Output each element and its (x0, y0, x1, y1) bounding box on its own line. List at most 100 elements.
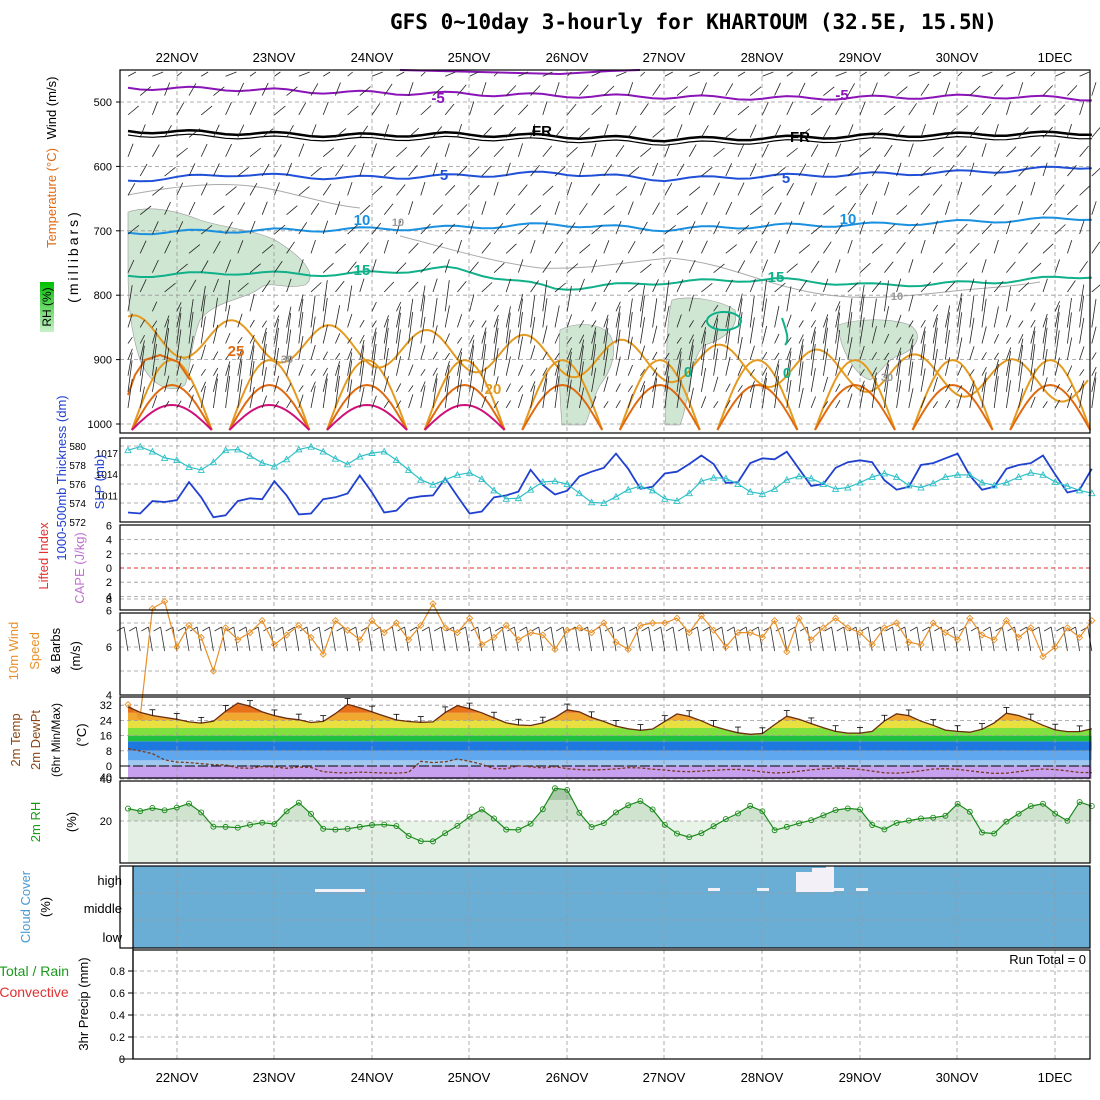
wind-barb (603, 348, 609, 376)
slp-point-marker (990, 481, 998, 489)
wind-barb (420, 181, 426, 196)
wind-barb (469, 339, 475, 360)
wind10m-barb-flag (885, 626, 893, 632)
rh2m-point-marker (735, 810, 741, 817)
wind-barb (383, 315, 389, 328)
rh-ytick-label: 40 (100, 774, 112, 786)
wind-barb (810, 105, 823, 116)
wind-barb (542, 373, 548, 392)
wind-barb (1006, 380, 1011, 408)
date-label-bottom: 1DEC (1038, 1070, 1073, 1085)
wind10m-barb-flag (653, 626, 661, 632)
slp-point-marker (587, 498, 596, 506)
wind10m-point-marker (563, 626, 571, 634)
wind-barb (652, 367, 658, 376)
wind-barb (664, 333, 670, 344)
isotherm-20-hump (423, 358, 506, 431)
wind-barb (383, 83, 393, 96)
wind-barb (493, 262, 505, 273)
rh2m-point-marker (661, 821, 668, 828)
wind-barb (762, 298, 767, 328)
wind-barb (896, 314, 902, 328)
wind-barb (213, 86, 225, 96)
wind-barb (530, 204, 542, 215)
wind-barb (249, 102, 257, 116)
wind-barb (896, 205, 908, 215)
rh2m-point-marker (173, 804, 180, 811)
wind-barb (188, 394, 194, 409)
wind-barb (1042, 349, 1048, 376)
wind-barb (152, 144, 160, 157)
wind-barb (530, 280, 539, 293)
wind-barb (798, 320, 804, 328)
wind-barb (908, 103, 917, 116)
wind-barb (688, 345, 694, 376)
wind-barb (310, 368, 316, 376)
wind-barb (981, 223, 992, 235)
rh2m-point-marker (881, 826, 888, 833)
wind-barb (908, 361, 914, 392)
wind-barb (908, 71, 920, 77)
wind-barb (322, 351, 328, 360)
slp-point-marker (856, 478, 864, 486)
wind10m-barb-flag (202, 626, 210, 632)
temp-color-band (128, 712, 1092, 721)
wind-barb (371, 301, 377, 312)
wind-barb (493, 327, 499, 360)
wind-barb (725, 163, 733, 177)
wind-barb (786, 351, 792, 376)
wind-barb (884, 352, 890, 360)
wind-barb (774, 282, 786, 293)
wind-barb (847, 298, 853, 328)
wind-barb (237, 348, 243, 360)
wind-barb (505, 400, 511, 409)
slp-point-marker (819, 480, 828, 487)
temp-ytick-label: 16 (100, 731, 112, 743)
wind-barb (810, 331, 816, 360)
wind-barb (493, 400, 499, 409)
wind-barb (762, 325, 768, 344)
wind-barb (1091, 284, 1100, 293)
wind10m-point-marker (929, 619, 937, 627)
slp-point-marker (514, 494, 523, 502)
wind-barb (676, 124, 683, 138)
wind-barb (640, 182, 646, 196)
isotherm-30-hump (228, 403, 311, 431)
wind-barb (164, 375, 170, 392)
wind-barb (371, 71, 383, 77)
wind-barb (627, 166, 640, 177)
wind-barb (591, 71, 601, 77)
wind-barb (615, 101, 621, 116)
wind-barb (652, 351, 658, 360)
wind-barb (737, 336, 743, 360)
wind-barb (347, 181, 353, 196)
wind-barb (725, 356, 731, 376)
wind-barb (810, 344, 816, 376)
isotherm-25-hump (423, 383, 506, 431)
wind10m-barb-flag (909, 626, 918, 632)
thickness-ytick-label: 574 (69, 499, 86, 510)
isotherm-10 (127, 216, 1092, 236)
wind-barb (932, 401, 938, 409)
wind-barb (786, 347, 792, 360)
wind-barb (518, 184, 528, 196)
wind10m-point-marker (343, 626, 352, 634)
cloud-high-block (856, 888, 868, 891)
wind-barb (408, 394, 414, 409)
slp-ytick-label: 1014 (96, 470, 119, 481)
wind-barb (310, 239, 316, 254)
wind-barb (957, 145, 967, 157)
slp-point-marker (1014, 473, 1023, 480)
wind-barb (347, 261, 357, 273)
wind-barb (908, 338, 914, 360)
wind-barb (932, 327, 938, 360)
wind-barb (762, 279, 767, 312)
slp-point-marker (917, 483, 925, 491)
wind-barb (774, 240, 781, 254)
wind-barb (200, 105, 213, 116)
wind10m-barb (123, 626, 129, 652)
slp-point-marker (673, 497, 681, 504)
wind-barb (640, 103, 649, 116)
wind-barb (542, 220, 548, 235)
wind-barb (432, 367, 438, 376)
